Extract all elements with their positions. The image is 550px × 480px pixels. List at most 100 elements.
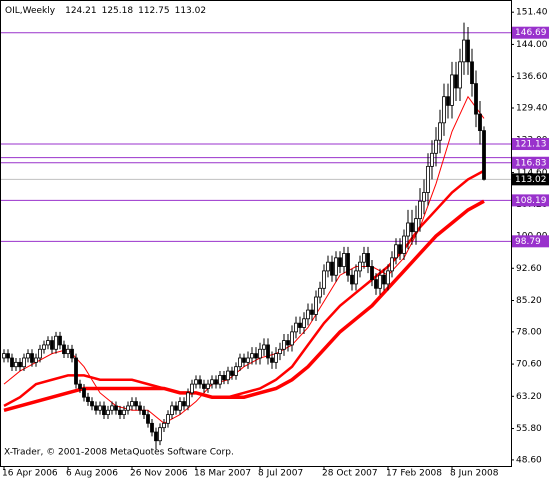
- candle-body: [90, 401, 94, 407]
- candle-body: [114, 405, 118, 411]
- candle-body: [330, 261, 334, 276]
- candle-body: [234, 366, 238, 376]
- x-tick-label: 28 Oct 2007: [322, 469, 378, 479]
- candle-body: [214, 379, 218, 385]
- x-tick-label: 18 Mar 2007: [194, 469, 251, 479]
- candle-body: [254, 353, 258, 359]
- candle-body: [98, 405, 102, 411]
- candle-body: [418, 200, 422, 220]
- candle-body: [458, 61, 462, 89]
- candle-body: [174, 405, 178, 411]
- candle-body: [14, 361, 18, 368]
- level-label: 108.19: [515, 196, 547, 206]
- y-tick-label: 92.60: [516, 264, 542, 274]
- candle-body: [258, 348, 262, 359]
- candle-body: [162, 422, 166, 429]
- candle-body: [326, 261, 330, 272]
- candle-body: [478, 113, 482, 132]
- candle-body: [366, 253, 370, 267]
- candle-body: [222, 375, 226, 381]
- x-tick-label: 8 Jul 2007: [258, 469, 303, 479]
- candle-body: [130, 401, 134, 407]
- candle-body: [286, 340, 290, 346]
- candle-body: [110, 405, 114, 411]
- candle-body: [266, 344, 270, 359]
- candle-body: [126, 405, 130, 411]
- candle-body: [442, 96, 446, 124]
- candle-body: [166, 414, 170, 424]
- candle-body: [150, 422, 154, 433]
- candle-body: [482, 130, 486, 180]
- candle-body: [466, 39, 470, 63]
- candle-body: [106, 409, 110, 416]
- candle-body: [394, 244, 398, 259]
- candle-body: [382, 274, 386, 285]
- candle-body: [274, 353, 278, 363]
- y-tick-label: 129.40: [516, 104, 548, 114]
- candle-body: [46, 340, 50, 346]
- candle-body: [22, 357, 26, 368]
- candle-body: [158, 427, 162, 442]
- level-label-box: [512, 156, 549, 169]
- plot-frame: [0, 0, 512, 467]
- candle-body: [198, 379, 202, 385]
- copyright: X-Trader, © 2001-2008 MetaQuotes Softwar…: [4, 448, 234, 458]
- candle-body: [278, 348, 282, 355]
- candle-body: [134, 401, 138, 407]
- candle-body: [30, 353, 34, 363]
- candle-body: [446, 96, 450, 106]
- candle-body: [390, 257, 394, 272]
- candle-body: [290, 331, 294, 346]
- candle-body: [342, 253, 346, 267]
- candle-body: [86, 396, 90, 402]
- candle-body: [202, 383, 206, 389]
- candle-body: [82, 388, 86, 398]
- candle-body: [50, 340, 54, 350]
- level-label-box: [512, 26, 549, 39]
- candle-body: [282, 340, 286, 350]
- candle-body: [298, 322, 302, 328]
- candle-body: [122, 409, 126, 416]
- candle-body: [54, 335, 58, 350]
- candle-body: [354, 270, 358, 285]
- candle-body: [362, 253, 366, 263]
- x-tick-label: 6 Aug 2006: [66, 469, 118, 479]
- candle-body: [346, 253, 350, 276]
- candle-body: [310, 309, 314, 315]
- level-label: 121.13: [515, 140, 547, 150]
- candle-body: [262, 344, 266, 350]
- candle-body: [118, 409, 122, 416]
- candle-body: [434, 139, 438, 154]
- last-close: 113.02: [175, 6, 207, 16]
- candle-body: [58, 335, 62, 346]
- candle-body: [474, 83, 478, 115]
- candle-body: [178, 401, 182, 411]
- candle-body: [410, 222, 414, 233]
- y-tick-label: 136.60: [516, 72, 548, 82]
- candle-body: [334, 257, 338, 276]
- candle-body: [138, 405, 142, 411]
- candle-body: [186, 392, 190, 407]
- candle-body: [242, 357, 246, 363]
- candle-body: [358, 261, 362, 272]
- candle-body: [294, 322, 298, 333]
- candle-body: [146, 414, 150, 424]
- candle-body: [190, 383, 194, 394]
- candle-body: [350, 274, 354, 285]
- candle-body: [462, 39, 466, 63]
- candle-body: [6, 353, 10, 359]
- candle-body: [226, 370, 230, 381]
- candle-body: [374, 279, 378, 289]
- candle-body: [10, 357, 14, 368]
- candle-body: [338, 257, 342, 267]
- candle-body: [42, 344, 46, 350]
- candle-body: [170, 405, 174, 416]
- candle-body: [94, 405, 98, 411]
- candle-body: [34, 357, 38, 363]
- current-price-box: [512, 173, 549, 186]
- y-tick-label: 144.00: [516, 40, 548, 50]
- last-low: 112.75: [138, 6, 170, 16]
- candle-body: [398, 244, 402, 254]
- candle-body: [194, 379, 198, 385]
- candle-body: [370, 266, 374, 280]
